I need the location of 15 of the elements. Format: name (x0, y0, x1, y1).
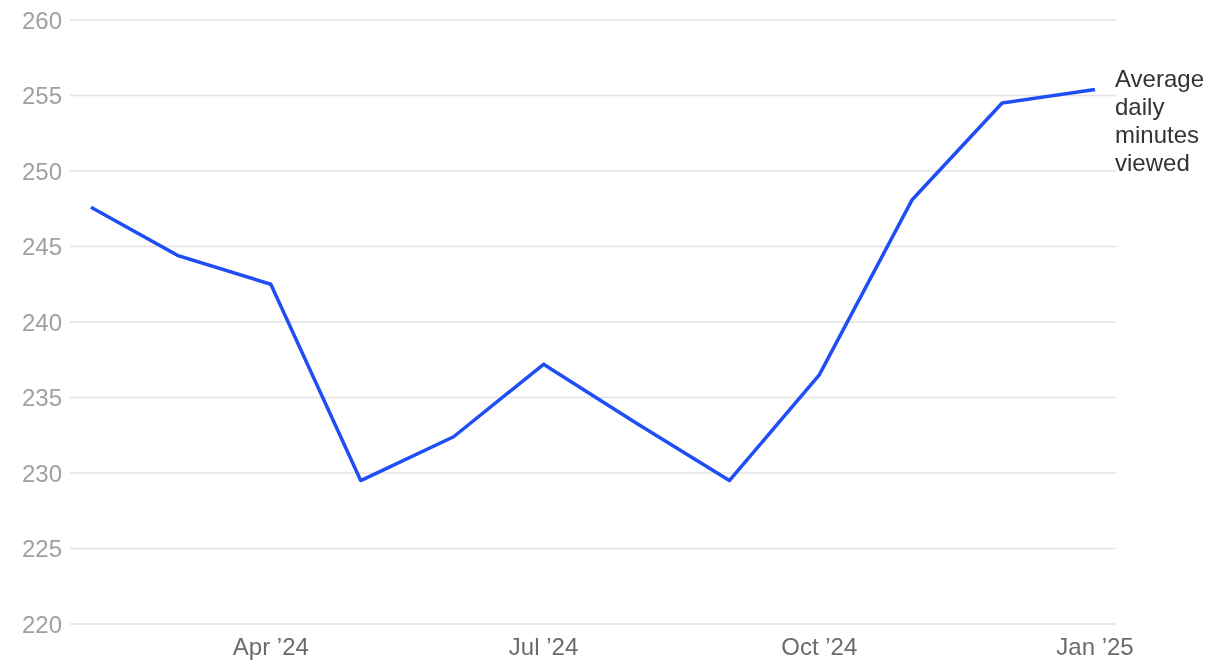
y-tick-label: 250 (21, 157, 62, 185)
x-tick-label: Jan ’25 (1056, 633, 1134, 661)
y-tick-label: 235 (21, 384, 62, 412)
line-series (89, 87, 1097, 483)
x-tick-label: Oct ’24 (781, 633, 858, 661)
y-tick-label: 225 (21, 535, 62, 563)
y-tick-label: 230 (21, 459, 62, 487)
y-tick-label: 245 (21, 233, 62, 261)
x-tick-label: Apr ’24 (232, 633, 309, 661)
series-label: Average daily minutes viewed (1115, 65, 1204, 177)
y-tick-label: 240 (21, 308, 62, 336)
y-tick-label: 255 (21, 82, 62, 110)
y-tick-label: 220 (21, 610, 62, 638)
x-tick-label: Jul ’24 (508, 633, 579, 661)
y-tick-label: 260 (21, 6, 62, 34)
